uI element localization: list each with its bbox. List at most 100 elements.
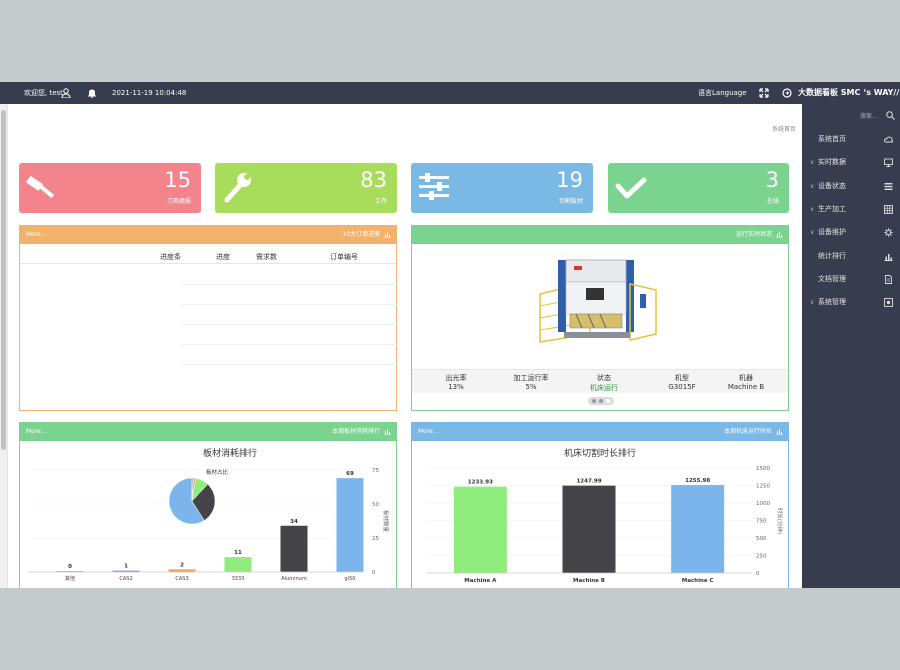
stat-number: 3	[765, 168, 779, 192]
search-input[interactable]: 搜索...	[860, 113, 878, 120]
sidebar-item-3[interactable]: 设备状态 ∨	[802, 175, 900, 198]
status-badge: 机床运行	[590, 384, 618, 392]
chevron-down-icon[interactable]: ∨	[810, 229, 815, 237]
top-bar: 欢迎您, test 2021-11-19 10:04:48 语言Language…	[0, 82, 900, 104]
bar-value-label: 1255.98	[685, 478, 710, 484]
stat-label: 工件	[374, 198, 387, 205]
stat-card-tool-wear[interactable]: 15 刀具磨损	[19, 163, 201, 213]
info-label: 加工运行率	[513, 374, 549, 382]
y-tick-label: 0	[756, 571, 760, 577]
stat-number: 83	[360, 168, 387, 192]
chart-title: 板材消耗排行	[203, 447, 257, 459]
chart-bar	[336, 478, 364, 572]
bell-icon[interactable]	[87, 88, 97, 98]
sidebar-item-label: 实时数据	[818, 158, 846, 167]
row-divider	[180, 284, 398, 285]
pie-label: 板材占比	[206, 468, 229, 476]
bar-value-label: 1233.93	[468, 480, 493, 486]
sidebar-item-label: 系统首页	[818, 135, 846, 143]
breadcrumb: 系统首页	[771, 126, 796, 133]
carousel-dot[interactable]	[599, 399, 603, 403]
chevron-down-icon[interactable]: ∨	[810, 299, 815, 307]
chart-bar	[168, 569, 196, 572]
panel-title-text: 运行实时状态	[736, 231, 773, 238]
bar-chart-icon	[884, 252, 893, 261]
runtime-panel-header: More... 本周机床运行时长	[412, 423, 788, 441]
row-divider	[180, 324, 398, 325]
y-tick-label: 0	[372, 570, 376, 576]
stat-card-workpieces[interactable]: 83 工件	[215, 163, 397, 213]
x-tick-label: gi50	[345, 576, 356, 582]
monitor-icon	[884, 158, 893, 168]
runtime-chart: 机床切割时长排行 1500 1250 1000 750 500 250 0 时长(分钟) 1255…	[426, 447, 784, 584]
sidebar-item-1[interactable]: 系统首页	[802, 128, 900, 151]
panel-title-text: 10大订单进度	[342, 231, 381, 238]
datetime: 2021-11-19 10:04:48	[112, 89, 187, 97]
info-label: 出光率	[445, 374, 467, 382]
column-header: 进度条	[160, 253, 181, 261]
sidebar-item-5[interactable]: 设备维护 ∨	[802, 221, 900, 244]
y-tick-label: 1250	[756, 484, 770, 490]
chart-bar	[112, 570, 140, 572]
language-selector[interactable]: 语言Language	[698, 89, 747, 97]
chevron-down-icon[interactable]: ∨	[810, 205, 815, 213]
row-divider	[180, 304, 398, 305]
pie-slice	[191, 477, 194, 502]
y-tick-label: 50	[372, 502, 379, 508]
fullscreen-icon[interactable]	[759, 88, 769, 98]
y-tick-label: 750	[756, 519, 767, 525]
search-box[interactable]: 搜索...	[802, 107, 900, 125]
x-tick-label: Machine A	[464, 578, 497, 584]
machine-panel-header: 运行实时状态	[412, 226, 788, 244]
info-label: 机型	[675, 374, 689, 382]
stat-card-online[interactable]: 3 在线	[608, 163, 789, 213]
user-icon[interactable]	[61, 88, 71, 98]
panel-title: 本周板材消耗排行	[332, 423, 391, 441]
hammer-icon	[25, 170, 59, 204]
sidebar-item-2[interactable]: 实时数据 ∨	[802, 151, 900, 174]
y-tick-label: 1000	[756, 501, 770, 507]
user-welcome[interactable]: 欢迎您, test	[24, 89, 63, 97]
consumption-chart: 板材消耗排行 75 50 25 0 板材数量 69 gi50 34 Aluminum 11 3333 2…	[28, 447, 390, 582]
machine-info-row: 机器 Machine B 机型 G3015F 状态 机床运行 加工运行率 5% …	[412, 369, 788, 393]
chevron-down-icon[interactable]: ∨	[810, 182, 815, 190]
x-tick-label: CAS3	[175, 576, 188, 582]
stat-card-cut-sheets[interactable]: 19 切割板材	[411, 163, 593, 213]
bar-value-label: 1247.99	[576, 479, 601, 485]
x-tick-label: CAS2	[119, 576, 132, 582]
info-cell-run-rate: 加工运行率 5%	[506, 373, 556, 391]
sidebar-item-label: 生产加工	[818, 204, 846, 213]
consumption-panel-header: More... 本周板材消耗排行	[20, 423, 396, 441]
document-icon	[884, 274, 893, 284]
main-content: 系统首页 15 刀具磨损 83 工件 19 切割板材	[8, 104, 802, 588]
carousel-dot[interactable]	[606, 399, 610, 403]
x-tick-label: 3333	[232, 576, 245, 582]
chart-bar	[280, 525, 308, 572]
info-cell-model: 机型 G3015F	[662, 373, 702, 391]
more-link[interactable]: More...	[26, 231, 47, 238]
scrollbar-thumb[interactable]	[1, 110, 6, 450]
scrollbar[interactable]	[0, 104, 8, 588]
sidebar-item-6[interactable]: 统计排行	[802, 245, 900, 268]
column-header: 需求数	[256, 253, 277, 261]
column-header: 订单编号	[330, 253, 358, 261]
check-icon	[614, 170, 648, 204]
chevron-down-icon[interactable]: ∨	[810, 159, 815, 167]
orders-panel: More... 10大订单进度 订单编号 需求数 进度 进度条	[19, 225, 398, 411]
carousel-dot[interactable]	[592, 399, 596, 403]
orders-table-header: 订单编号 需求数 进度 进度条	[20, 246, 396, 264]
panel-title: 本周机床运行时长	[724, 423, 783, 441]
orders-panel-header: More... 10大订单进度	[20, 226, 396, 244]
more-link[interactable]: More...	[26, 428, 47, 435]
more-link[interactable]: More...	[418, 428, 439, 435]
carousel-indicator[interactable]	[588, 397, 614, 405]
sidebar-item-8[interactable]: 系统管理 ∨	[802, 291, 900, 314]
y-tick-label: 1500	[756, 466, 770, 472]
search-icon[interactable]	[886, 111, 895, 120]
row-divider	[180, 344, 398, 345]
settings-icon	[884, 298, 893, 308]
sidebar-item-4[interactable]: 生产加工 ∨	[802, 198, 900, 221]
sidebar-item-7[interactable]: 文档管理	[802, 268, 900, 291]
stat-label: 刀具磨损	[166, 198, 191, 205]
info-label: 状态	[597, 374, 611, 382]
